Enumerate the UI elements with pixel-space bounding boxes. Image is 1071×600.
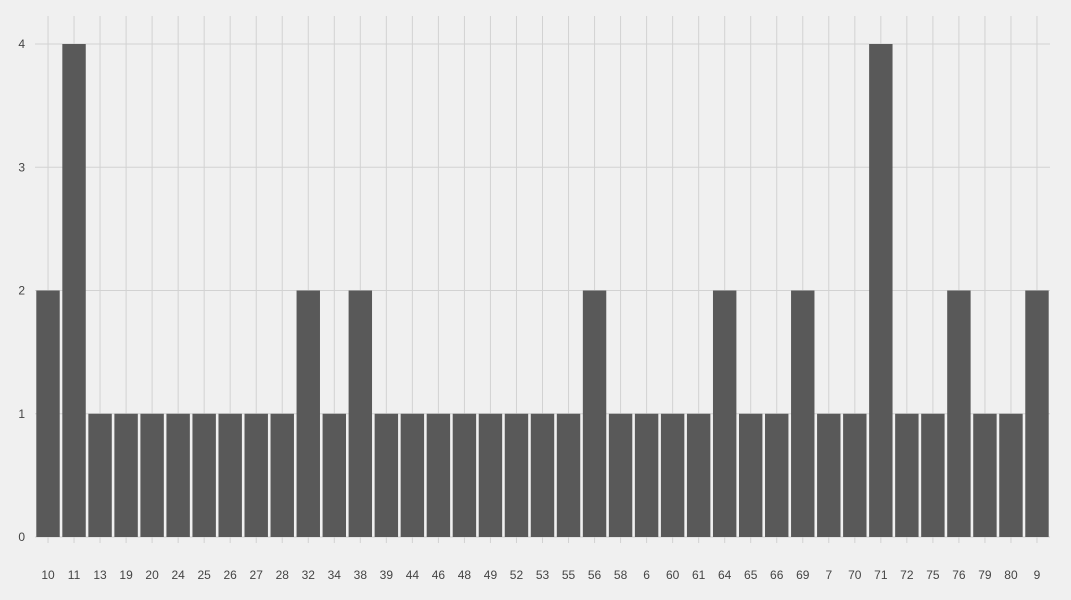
bar xyxy=(504,413,529,537)
bar xyxy=(556,413,581,537)
x-tick-label: 61 xyxy=(692,568,706,582)
x-tick-label: 38 xyxy=(354,568,368,582)
bar xyxy=(999,413,1023,537)
x-tick-label: 39 xyxy=(380,568,394,582)
x-tick-label: 65 xyxy=(744,568,758,582)
bar xyxy=(530,413,555,537)
bar xyxy=(1025,290,1049,537)
x-tick-label: 11 xyxy=(68,568,81,582)
bar xyxy=(634,413,659,537)
x-tick-label: 28 xyxy=(276,568,290,582)
x-tick-label: 48 xyxy=(458,568,472,582)
bar xyxy=(400,413,425,537)
bar xyxy=(244,413,268,537)
x-tick-label: 9 xyxy=(1034,568,1041,582)
bar xyxy=(322,413,347,537)
bar xyxy=(88,413,112,537)
bar xyxy=(36,290,60,537)
bar xyxy=(192,413,216,537)
bar xyxy=(791,290,815,537)
x-tick-label: 53 xyxy=(536,568,550,582)
x-tick-label: 46 xyxy=(432,568,446,582)
x-tick-label: 49 xyxy=(484,568,498,582)
bar xyxy=(921,413,945,537)
x-tick-label: 55 xyxy=(562,568,576,582)
x-tick-label: 69 xyxy=(796,568,810,582)
x-tick-label: 70 xyxy=(848,568,862,582)
x-tick-label: 32 xyxy=(302,568,316,582)
bar xyxy=(686,413,711,537)
x-tick-label: 66 xyxy=(770,568,784,582)
bar xyxy=(712,290,737,537)
y-tick-label: 2 xyxy=(18,284,25,298)
bar xyxy=(62,44,86,537)
bar xyxy=(374,413,399,537)
x-tick-label: 7 xyxy=(825,568,832,582)
x-tick-label: 80 xyxy=(1004,568,1018,582)
y-tick-label: 3 xyxy=(18,160,25,174)
bar xyxy=(452,413,477,537)
x-tick-label: 26 xyxy=(224,568,238,582)
bar xyxy=(348,290,373,537)
x-tick-label: 6 xyxy=(643,568,650,582)
y-tick-label: 1 xyxy=(18,407,25,421)
x-tick-label: 10 xyxy=(41,568,55,582)
x-tick-label: 64 xyxy=(718,568,732,582)
x-tick-label: 75 xyxy=(926,568,940,582)
x-tick-label: 71 xyxy=(874,568,888,582)
bar xyxy=(582,290,607,537)
bar xyxy=(218,413,242,537)
bar xyxy=(973,413,997,537)
x-tick-label: 56 xyxy=(588,568,602,582)
x-tick-label: 60 xyxy=(666,568,680,582)
x-tick-label: 79 xyxy=(978,568,992,582)
x-tick-label: 76 xyxy=(952,568,966,582)
x-axis: 10 11 13 19 20 24 25 26 27 28 32 34 38 39 44 46 48 49 52 53… xyxy=(41,568,1040,582)
x-tick-label: 24 xyxy=(171,568,185,582)
y-axis: 0 1 2 3 4 xyxy=(18,37,25,544)
bar xyxy=(166,413,190,537)
bar xyxy=(738,413,763,537)
y-tick-label: 0 xyxy=(18,530,25,544)
x-tick-label: 52 xyxy=(510,568,524,582)
bar xyxy=(478,413,503,537)
bar xyxy=(660,413,685,537)
bar-layer xyxy=(36,44,1049,537)
y-tick-label: 4 xyxy=(18,37,25,51)
bar xyxy=(114,413,138,537)
bar xyxy=(426,413,451,537)
x-tick-label: 25 xyxy=(197,568,211,582)
bar xyxy=(270,413,294,537)
x-tick-label: 72 xyxy=(900,568,914,582)
bar xyxy=(843,413,867,537)
x-tick-label: 13 xyxy=(93,568,107,582)
bar xyxy=(140,413,164,537)
x-tick-label: 19 xyxy=(119,568,133,582)
bar xyxy=(296,290,320,537)
bar xyxy=(947,290,971,537)
x-tick-label: 20 xyxy=(145,568,159,582)
bar xyxy=(608,413,633,537)
bar xyxy=(765,413,789,537)
x-tick-label: 27 xyxy=(250,568,264,582)
bar xyxy=(869,44,893,537)
bar xyxy=(895,413,919,537)
x-tick-label: 44 xyxy=(406,568,420,582)
bar xyxy=(817,413,841,537)
x-tick-label: 58 xyxy=(614,568,628,582)
x-tick-label: 34 xyxy=(328,568,342,582)
